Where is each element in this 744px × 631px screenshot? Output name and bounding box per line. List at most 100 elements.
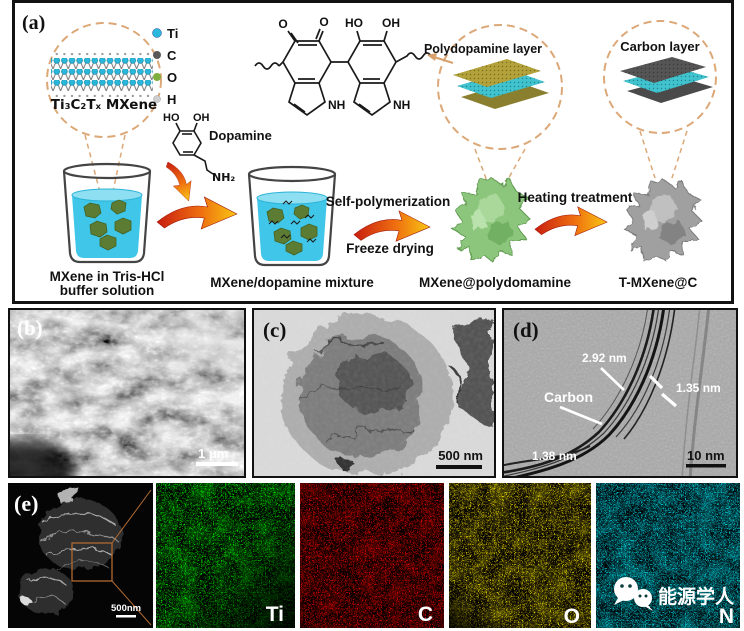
eds-map-n: 能源学人 N xyxy=(596,483,740,628)
dopamine-oh: OH xyxy=(193,112,210,124)
beaker-mxene-trishcl xyxy=(62,162,152,264)
mxene-lattice xyxy=(51,58,153,91)
annotation-carbon: Carbon xyxy=(544,389,593,405)
annotation-292nm: 2.92 nm xyxy=(582,351,627,365)
annotation-line xyxy=(559,405,603,426)
pointer-line xyxy=(433,56,454,64)
dopamine-structure xyxy=(172,122,214,175)
c-atom-icon xyxy=(153,51,161,59)
panel-b-label: (b) xyxy=(17,316,43,340)
panel-b-scale-bar xyxy=(196,462,238,466)
mxene-h-atoms-top xyxy=(53,53,153,58)
leader-line xyxy=(639,130,656,179)
freeze-drying-label: Freeze drying xyxy=(346,241,434,256)
mxene-label: Ti₃C₂Tₓ MXene xyxy=(51,97,157,113)
product1-label: MXene@polydomamine xyxy=(419,275,571,290)
legend-o: O xyxy=(167,70,177,85)
leader-line xyxy=(111,134,126,197)
annotation-138nm: 1.38 nm xyxy=(532,449,577,463)
leader-line xyxy=(671,130,688,179)
mxene-flakes xyxy=(266,204,318,256)
legend-ti: Ti xyxy=(167,26,178,41)
panel-e-label: (e) xyxy=(14,491,38,516)
dopamine-molecules xyxy=(268,200,317,243)
map-c-label: C xyxy=(418,603,433,626)
mxene-polydopamine-particle xyxy=(451,176,531,264)
dopamine-label: Dopamine xyxy=(209,128,272,143)
panel-e-stem-image: (e) 500nm xyxy=(8,483,153,628)
eds-map-o: O xyxy=(449,483,591,628)
polymer-nh1: NH xyxy=(328,98,345,112)
panel-d-scale-text: 10 nm xyxy=(687,448,725,463)
roi-box xyxy=(71,542,113,582)
panel-b-scale-text: 1 μm xyxy=(198,446,228,461)
panel-d-scale-bar xyxy=(686,464,726,468)
polymer-o1: O xyxy=(278,17,287,31)
carbon-magnifier-circle xyxy=(603,20,717,134)
beaker-mxene-dopamine xyxy=(247,165,337,267)
dopamine-arrow xyxy=(163,156,199,205)
beaker1-label-line1: MXene in Tris-HCl xyxy=(50,269,165,284)
dopamine-ho: HO xyxy=(163,112,180,124)
annotation-line xyxy=(660,392,678,408)
polydopamine-magnifier-circle xyxy=(437,24,563,150)
roi-connector-line xyxy=(111,489,152,544)
map-n-label: N xyxy=(719,605,734,628)
self-polymerization-label: Self-polymerization xyxy=(326,194,451,209)
mxene-magnifier-circle xyxy=(46,22,162,138)
polymer-ho: HO xyxy=(345,16,363,30)
panel-a-label: (a) xyxy=(22,12,45,34)
eds-map-c: C xyxy=(300,483,444,628)
annotation-135nm: 1.35 nm xyxy=(676,381,721,395)
panel-d-label: (d) xyxy=(513,318,539,342)
leader-line xyxy=(474,148,488,182)
carbon-sheets xyxy=(620,57,713,103)
panel-a-schematic: (a) Ti₃C₂Tₓ MXene Ti C O H HO OH Dopami xyxy=(12,0,734,304)
roi-connector-line xyxy=(111,580,152,626)
panel-c-scale-text: 500 nm xyxy=(438,448,483,463)
panel-c-label: (c) xyxy=(263,318,286,342)
panel-d-hrtem-image: (d) 2.92 nm 1.35 nm Carbon 1.38 nm 10 nm xyxy=(502,308,738,478)
product2-label: T-MXene@C xyxy=(619,275,698,290)
map-o-label: O xyxy=(564,605,580,628)
heating-treatment-label: Heating treatment xyxy=(518,190,633,205)
mix-arrow xyxy=(156,196,238,230)
panel-c-scale-bar xyxy=(436,465,482,469)
map-ti-label: Ti xyxy=(266,603,284,626)
panel-c-tem-image: (c) 500 nm xyxy=(252,308,496,478)
beaker1-label-line2: buffer solution xyxy=(60,283,155,298)
watermark: 能源学人 xyxy=(614,577,735,611)
polymer-nh2: NH xyxy=(393,98,410,112)
dopamine-nh2: NH₂ xyxy=(212,171,235,184)
carbon-layer-label: Carbon layer xyxy=(620,39,699,54)
legend-c: C xyxy=(167,48,177,63)
heating-arrow xyxy=(534,206,608,236)
panel-e-scale-bar xyxy=(116,615,136,618)
annotation-line xyxy=(600,367,625,391)
ti-atom-icon xyxy=(152,28,162,38)
atom-legend: Ti C O H xyxy=(152,26,178,107)
t-mxene-c-particle xyxy=(623,178,703,262)
eds-map-ti: Ti xyxy=(156,483,295,628)
h-atom-icon xyxy=(153,95,161,103)
annotation-line xyxy=(648,374,664,390)
stem-flake xyxy=(19,487,122,614)
wechat-icon xyxy=(614,577,653,611)
lattice-fringes xyxy=(504,310,711,476)
legend-h: H xyxy=(167,92,176,107)
pointer-arrowhead xyxy=(427,53,437,61)
beaker2-label: MXene/dopamine mixture xyxy=(210,275,374,290)
polymer-o2: O xyxy=(319,15,328,29)
panel-b-sem-image: (b) 1 μm xyxy=(8,308,246,478)
leader-line xyxy=(506,148,526,182)
polydopamine-structure xyxy=(254,28,432,117)
mxene-flakes xyxy=(83,199,132,251)
polydopamine-layer-label: Polydopamine layer xyxy=(424,42,542,56)
o-atom-icon xyxy=(153,73,161,81)
panel-e-scale-text: 500nm xyxy=(111,603,141,614)
mxene-h-atoms-bottom xyxy=(53,92,153,97)
polymer-oh: OH xyxy=(382,16,400,30)
polymerize-arrow xyxy=(353,210,431,242)
polydopamine-sheets xyxy=(453,59,549,109)
